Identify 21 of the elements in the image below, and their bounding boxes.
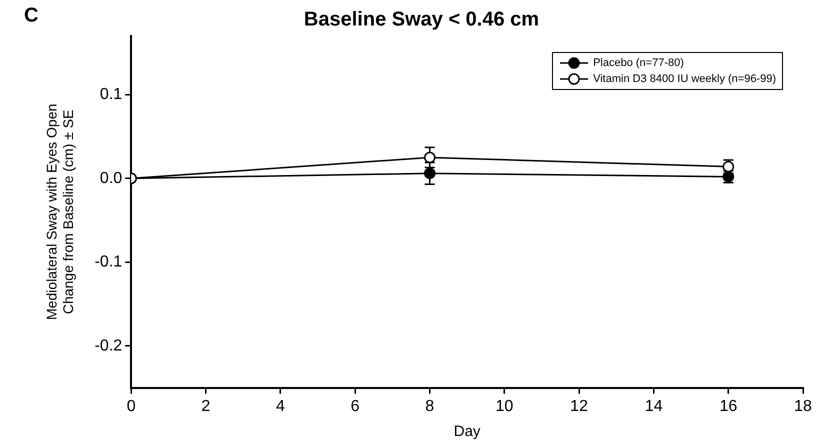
text: Mediolateral Sway with Eyes Open bbox=[43, 104, 60, 320]
x-tick-label: 8 bbox=[425, 398, 434, 415]
x-tick-label: 12 bbox=[570, 398, 588, 415]
x-tick-label: 4 bbox=[276, 398, 286, 415]
legend-label: Placebo (n=77-80) bbox=[593, 56, 684, 71]
x-tick-label: 6 bbox=[350, 398, 360, 415]
y-tick-label: -0.2 bbox=[94, 337, 122, 354]
legend-label: Vitamin D3 8400 IU weekly (n=96-99) bbox=[593, 72, 776, 87]
x-tick-label: 0 bbox=[126, 398, 136, 415]
chart-title: Baseline Sway < 0.46 cm bbox=[304, 8, 540, 31]
y-tick-label: 0.0 bbox=[100, 170, 122, 187]
x-tick-label: 14 bbox=[644, 398, 663, 415]
x-axis-title: Day bbox=[454, 423, 481, 440]
x-tick-label: 2 bbox=[201, 398, 210, 415]
text: C bbox=[24, 4, 38, 27]
y-tick-label: -0.1 bbox=[94, 254, 122, 271]
text: Change from Baseline (cm) ± SE bbox=[60, 110, 76, 314]
x-tick-label: 10 bbox=[496, 398, 514, 415]
x-tick-label: 18 bbox=[794, 398, 812, 415]
x-tick-label: 16 bbox=[719, 398, 738, 415]
y-tick-label: 0.1 bbox=[100, 86, 122, 104]
